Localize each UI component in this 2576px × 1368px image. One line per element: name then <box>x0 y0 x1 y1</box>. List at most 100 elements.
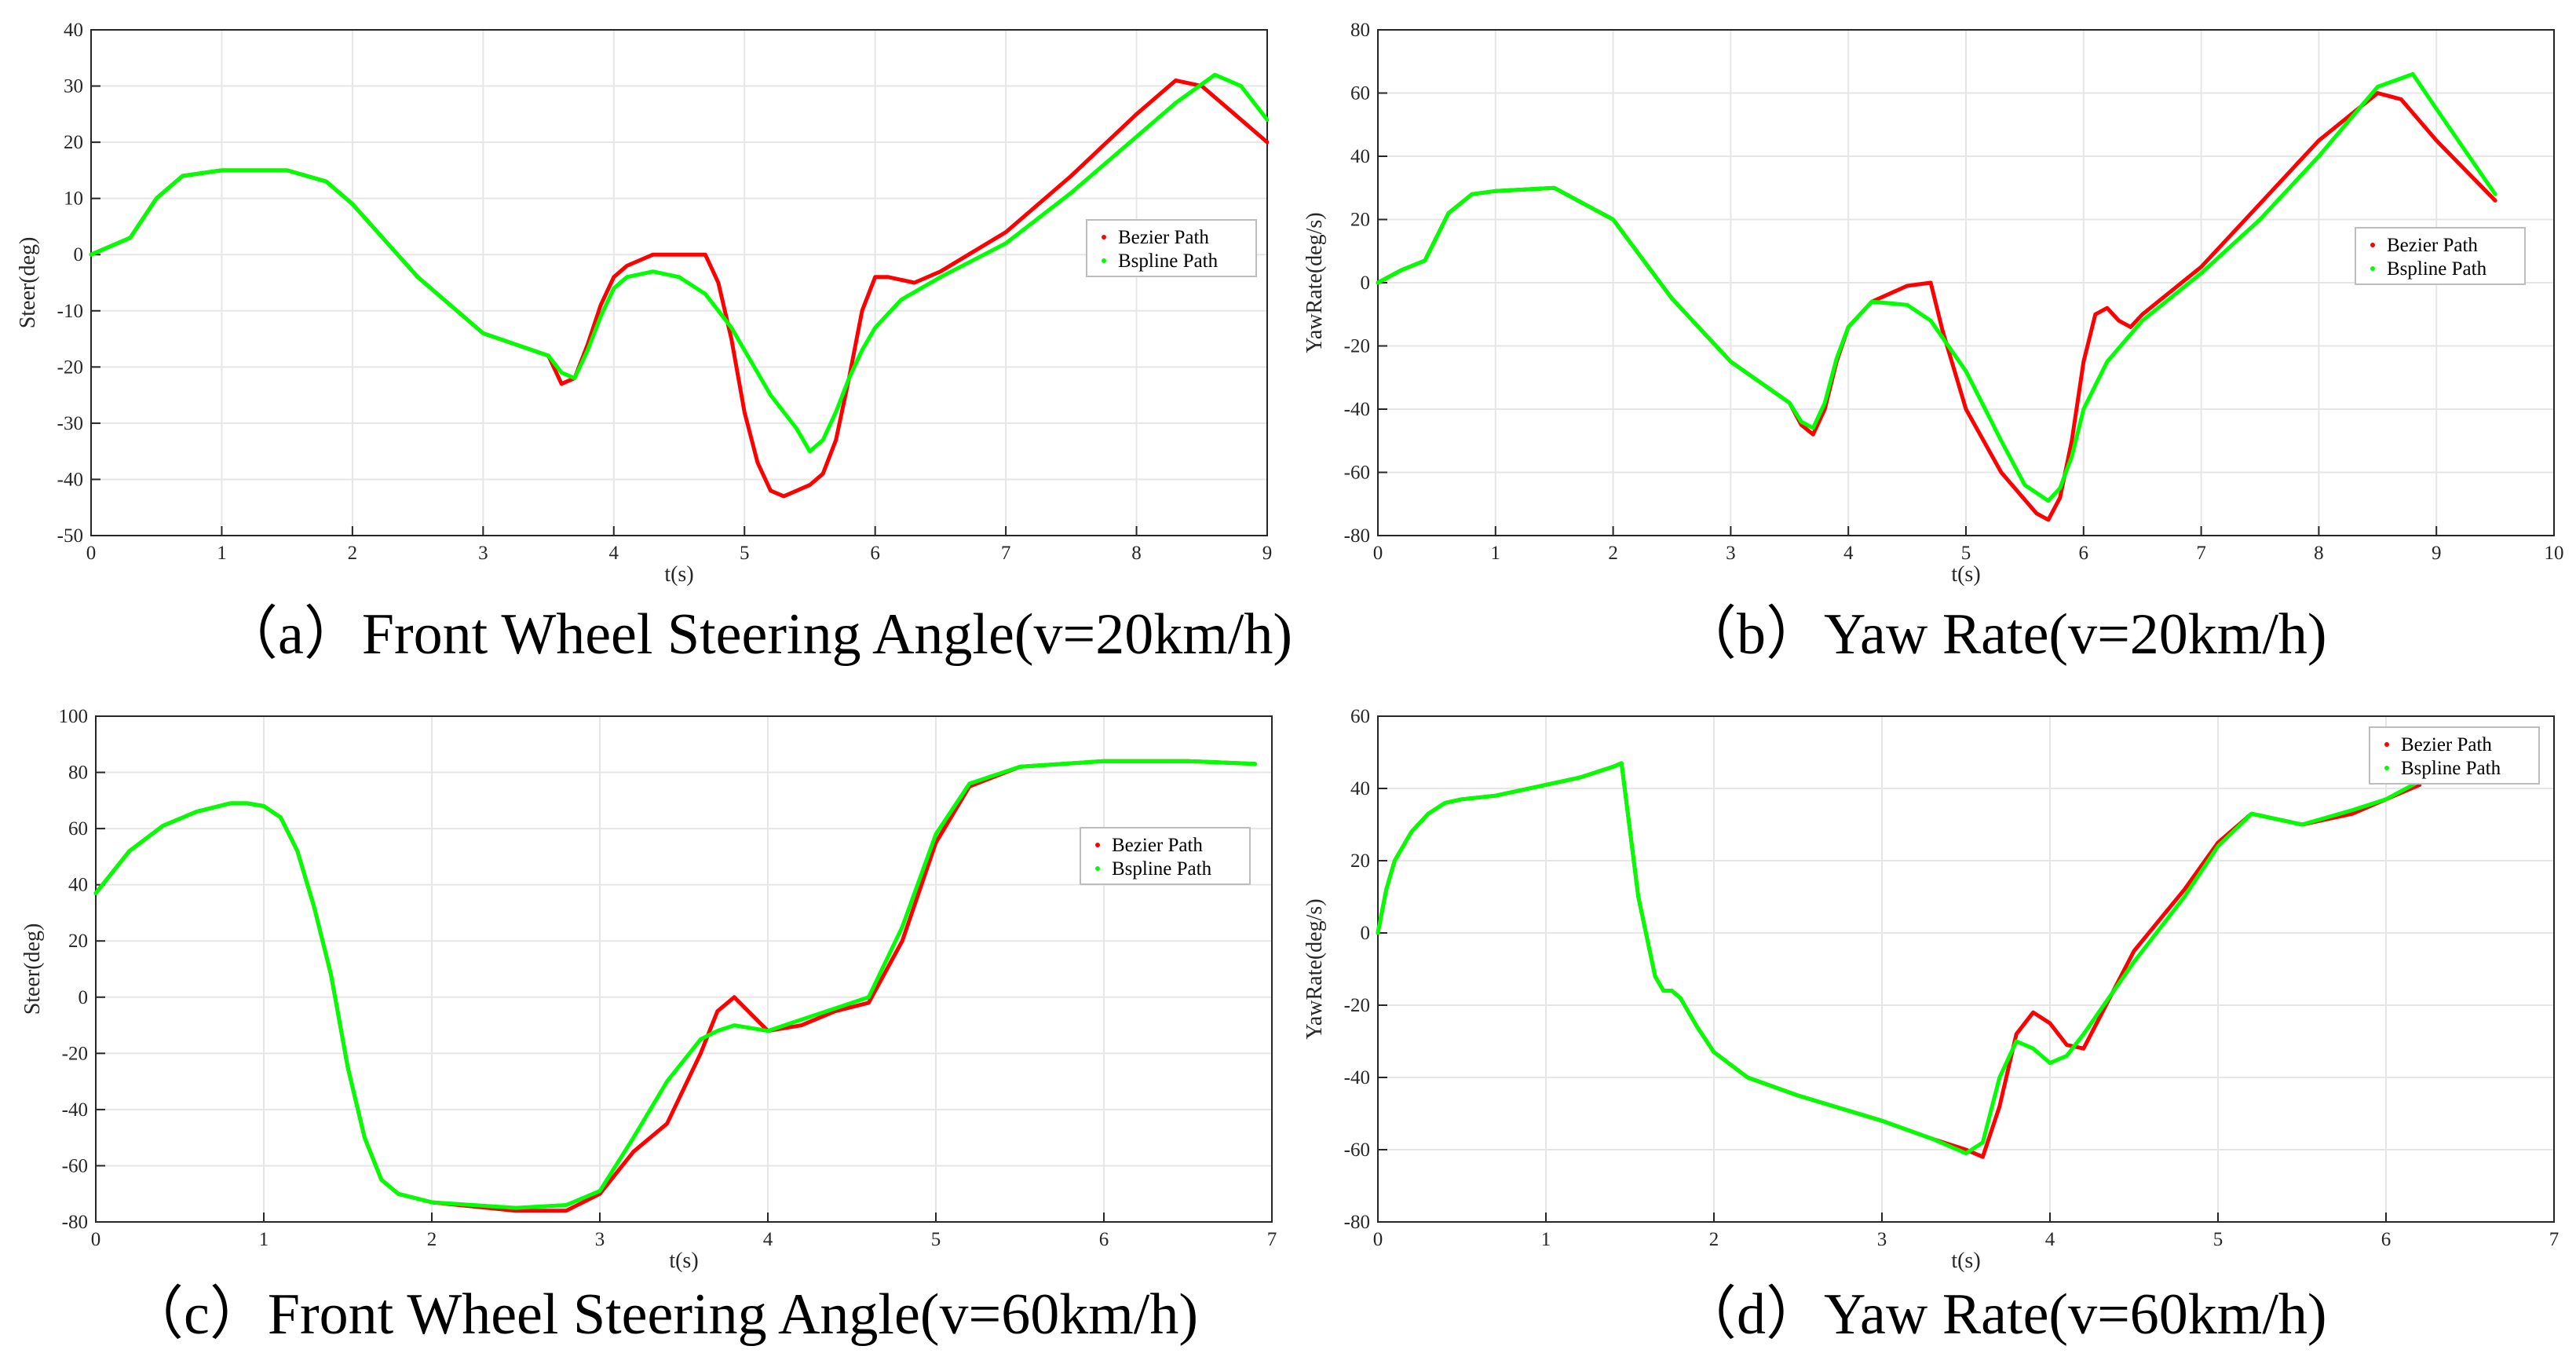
y-tick-label: 20 <box>1350 210 1370 231</box>
series-line-bspline-path <box>89 72 1270 454</box>
x-tick-label: 2 <box>1709 1229 1719 1250</box>
plot-frame <box>90 29 1268 536</box>
legend: Bezier Path Bspline Path <box>1086 219 1257 277</box>
x-tick-label: 7 <box>2196 543 2206 564</box>
x-tick-label: 4 <box>609 543 619 564</box>
legend-marker <box>2370 243 2375 247</box>
x-tick-label: 1 <box>1541 1229 1551 1250</box>
y-tick-label: 60 <box>68 818 88 839</box>
legend-marker <box>1095 866 1100 871</box>
plot-frame <box>1377 715 2555 1223</box>
x-tick-label: 4 <box>1843 543 1854 564</box>
legend-entry: Bspline Path <box>2401 758 2501 779</box>
legend-entry: Bspline Path <box>2387 258 2487 280</box>
y-tick-label: -20 <box>1344 995 1370 1016</box>
x-tick-label: 3 <box>1877 1229 1887 1250</box>
chart-panel-2: 0 1 2 3 4 5 6 7 -80 -60 -40 -20 0 20 40 60 80 100 t(s) Stee… <box>20 706 1277 1347</box>
panel-caption: （a）Front Wheel Steering Angle(v=20km/h) <box>220 602 1292 667</box>
x-tick-label: 2 <box>1608 543 1618 564</box>
legend-entry: Bspline Path <box>1118 251 1219 272</box>
x-tick-label: 0 <box>1373 1229 1383 1250</box>
legend-marker <box>1095 843 1100 847</box>
x-tick-label: 0 <box>86 543 97 564</box>
series-line-bspline-path <box>1376 761 2422 1156</box>
x-tick-label: 3 <box>595 1229 605 1250</box>
x-tick-label: 2 <box>427 1229 437 1250</box>
x-tick-label: 1 <box>1491 543 1501 564</box>
y-tick-label: -30 <box>57 413 83 434</box>
y-tick-label: 20 <box>1350 850 1370 872</box>
x-tick-label: 0 <box>91 1229 101 1250</box>
series-line-bspline-path <box>93 759 1258 1210</box>
x-tick-label: 4 <box>2045 1229 2055 1250</box>
y-tick-label: -60 <box>1344 1139 1370 1161</box>
y-tick-label: -60 <box>62 1155 88 1176</box>
y-tick-label: 30 <box>64 76 83 97</box>
chart-panel-1: 0 1 2 3 4 5 6 7 8 9 10 -80 -60 -40 -20 0 20 40 60 80 t(s) Yaw… <box>1303 20 2564 667</box>
legend-entry: Bezier Path <box>1118 227 1209 248</box>
y-tick-label: 60 <box>1350 706 1370 727</box>
x-tick-label: 5 <box>740 543 750 564</box>
y-tick-label: 40 <box>68 875 88 896</box>
x-tick-label: 6 <box>870 543 880 564</box>
y-tick-label: 10 <box>64 188 83 210</box>
x-tick-label: 5 <box>2213 1229 2223 1250</box>
legend: Bezier Path Bspline Path <box>2369 726 2540 785</box>
x-tick-label: 5 <box>1961 543 1971 564</box>
y-axis-label: Steer(deg) <box>20 924 45 1015</box>
x-tick-label: 3 <box>1726 543 1736 564</box>
x-tick-label: 9 <box>1262 543 1273 564</box>
legend-entry: Bspline Path <box>1112 858 1212 880</box>
legend-box <box>1080 827 1251 885</box>
legend-box <box>2369 726 2540 785</box>
legend-entry: Bezier Path <box>1112 835 1203 856</box>
legend-marker <box>2384 766 2389 770</box>
y-axis-label: YawRate(deg/s) <box>1303 212 1327 353</box>
plot-frame <box>95 715 1273 1223</box>
x-axis-label: t(s) <box>1951 562 1980 587</box>
y-tick-label: 0 <box>74 244 84 265</box>
y-tick-label: -40 <box>1344 399 1370 420</box>
y-tick-label: -80 <box>1344 1212 1370 1233</box>
x-tick-label: 3 <box>478 543 488 564</box>
series-line-bspline-path <box>1376 71 2497 503</box>
y-tick-label: -20 <box>1344 336 1370 357</box>
y-tick-label: 20 <box>68 931 88 952</box>
y-tick-label: 40 <box>1350 146 1370 167</box>
y-tick-label: 20 <box>64 132 83 153</box>
y-tick-label: 0 <box>1361 923 1371 944</box>
y-tick-label: -80 <box>62 1212 88 1233</box>
y-tick-label: -20 <box>57 357 83 378</box>
x-tick-label: 5 <box>931 1229 941 1250</box>
x-tick-label: 7 <box>1267 1229 1277 1250</box>
x-tick-label: 9 <box>2432 543 2442 564</box>
y-tick-label: -50 <box>57 525 83 547</box>
y-tick-label: -60 <box>1344 463 1370 484</box>
x-tick-label: 2 <box>348 543 358 564</box>
y-tick-label: 100 <box>59 706 89 727</box>
y-tick-label: 40 <box>64 20 83 41</box>
legend-marker <box>2384 742 2389 747</box>
y-tick-label: 0 <box>79 987 89 1008</box>
y-tick-label: 40 <box>1350 778 1370 799</box>
legend-entry: Bezier Path <box>2401 734 2492 755</box>
x-tick-label: 6 <box>2381 1229 2391 1250</box>
x-tick-label: 0 <box>1373 543 1383 564</box>
x-tick-label: 7 <box>1001 543 1011 564</box>
y-tick-label: 0 <box>1361 273 1371 294</box>
x-tick-label: 4 <box>763 1229 773 1250</box>
y-axis-label: YawRate(deg/s) <box>1303 898 1327 1039</box>
panel-caption: （d）Yaw Rate(v=60km/h) <box>1679 1282 2327 1347</box>
panel-caption: （b）Yaw Rate(v=20km/h) <box>1679 602 2327 667</box>
y-axis-label: Steer(deg) <box>16 237 40 329</box>
y-tick-label: 80 <box>68 763 88 784</box>
x-tick-label: 6 <box>2079 543 2089 564</box>
x-axis-label: t(s) <box>664 562 693 587</box>
x-tick-label: 1 <box>217 543 227 564</box>
series-line-bezier-path <box>1376 761 2422 1159</box>
y-tick-label: -80 <box>1344 525 1370 547</box>
legend-box <box>1086 219 1257 277</box>
y-tick-label: -40 <box>1344 1067 1370 1088</box>
